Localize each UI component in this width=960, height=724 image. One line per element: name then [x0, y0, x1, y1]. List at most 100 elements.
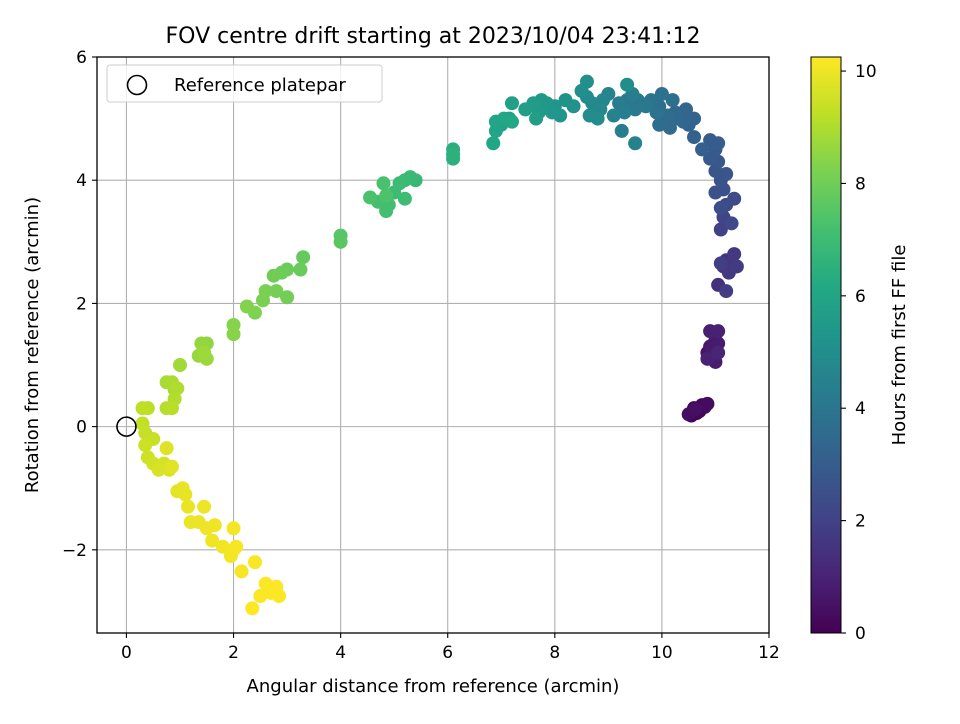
data-point [713, 200, 728, 215]
data-point [713, 222, 728, 237]
data-point [504, 96, 519, 111]
data-point [590, 111, 605, 126]
x-tick-label: 0 [121, 643, 132, 663]
y-tick-label: 2 [76, 294, 87, 314]
data-point [504, 114, 519, 129]
data-point [665, 93, 680, 108]
data-point [138, 438, 153, 453]
colorbar-tick-label: 6 [855, 287, 866, 307]
data-point [614, 123, 629, 138]
data-point [574, 83, 589, 98]
data-point [197, 345, 212, 360]
colorbar-tick-label: 10 [855, 62, 877, 82]
colorbar: 0 2 4 6 8 10 Hours from first FF file [810, 56, 910, 644]
data-point [280, 290, 295, 305]
data-point [164, 459, 179, 474]
data-point [558, 93, 573, 108]
data-point [296, 250, 311, 265]
y-axis-label: Rotation from reference (arcmin) [22, 197, 43, 493]
data-point [529, 111, 544, 126]
data-point [446, 147, 461, 162]
data-point [687, 111, 702, 126]
data-point [226, 521, 241, 536]
plot-frame [96, 56, 770, 634]
reference-platepar-marker [116, 416, 137, 437]
data-point [215, 539, 230, 554]
data-point [379, 188, 394, 203]
data-point [654, 86, 669, 101]
data-point [518, 102, 533, 117]
legend-marker-icon [126, 74, 148, 96]
legend-box [106, 64, 383, 103]
x-tick-label: 12 [758, 643, 780, 663]
data-point [628, 136, 643, 151]
data-point [247, 555, 262, 570]
colorbar-ticks: 0 2 4 6 8 10 [841, 62, 877, 644]
y-tick-label: 4 [76, 171, 87, 191]
data-point [197, 499, 212, 514]
colorbar-label: Hours from first FF file [889, 245, 910, 446]
y-axis-ticks: −2 0 2 4 6 [62, 48, 97, 561]
data-points [135, 74, 744, 616]
y-tick-label: 0 [76, 418, 87, 438]
data-point [719, 167, 734, 182]
y-tick-label: 6 [76, 48, 87, 68]
data-point [695, 142, 710, 157]
data-point [727, 247, 742, 262]
data-point [164, 401, 179, 416]
data-point [649, 105, 664, 120]
data-point [397, 191, 412, 206]
data-point [700, 396, 715, 411]
data-point [679, 102, 694, 117]
data-point [255, 293, 270, 308]
data-point [660, 108, 675, 123]
data-point [729, 259, 744, 274]
data-point [205, 533, 220, 548]
data-point [711, 136, 726, 151]
data-point [713, 256, 728, 271]
data-point [670, 111, 685, 126]
x-axis-label: Angular distance from reference (arcmin) [247, 676, 620, 697]
colorbar-tick-label: 8 [855, 174, 866, 194]
data-point [170, 381, 185, 396]
data-point [239, 299, 254, 314]
x-tick-label: 4 [335, 643, 346, 663]
x-tick-label: 6 [442, 643, 453, 663]
data-point [379, 204, 394, 219]
data-point [253, 589, 268, 604]
x-axis-ticks: 0 2 4 6 8 10 12 [121, 633, 780, 663]
reference-marker [116, 416, 137, 437]
legend-label: Reference platepar [174, 75, 346, 96]
data-point [719, 284, 734, 299]
data-point [711, 324, 726, 339]
data-point [376, 176, 391, 191]
colorbar-gradient [810, 56, 842, 634]
data-point [266, 268, 281, 283]
data-point [181, 499, 196, 514]
x-tick-label: 8 [549, 643, 560, 663]
data-point [700, 351, 715, 366]
data-point [662, 120, 677, 135]
data-point [628, 102, 643, 117]
data-point [606, 108, 621, 123]
data-point [652, 117, 667, 132]
data-point [724, 216, 739, 231]
colorbar-tick-label: 2 [855, 512, 866, 532]
colorbar-tick-label: 0 [855, 624, 866, 644]
data-point [207, 518, 222, 533]
x-tick-label: 2 [228, 643, 239, 663]
data-point [178, 487, 193, 502]
data-point [151, 462, 166, 477]
data-point [293, 262, 308, 277]
data-point [363, 190, 378, 205]
data-point [711, 345, 726, 360]
data-point [617, 105, 632, 120]
x-tick-label: 10 [651, 643, 673, 663]
data-point [620, 77, 635, 92]
data-point [269, 284, 284, 299]
data-point [272, 589, 287, 604]
data-point [226, 327, 241, 342]
data-point [687, 130, 702, 145]
